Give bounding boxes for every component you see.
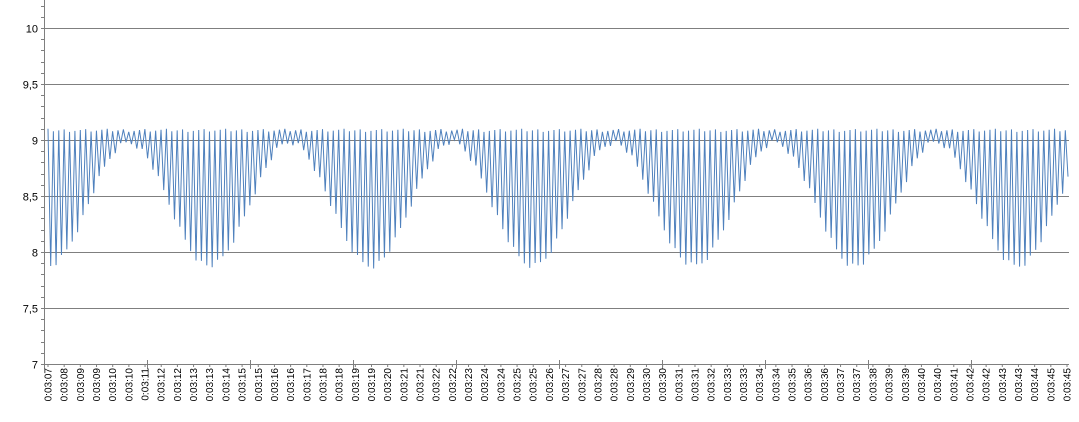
x-tick-label: 0:03:19 — [367, 368, 378, 402]
x-tick-label: 0:03:19 — [351, 368, 362, 402]
x-tick-label: 0:03:45 — [1063, 368, 1074, 402]
x-tick-label: 0:03:17 — [302, 368, 313, 402]
x-tick-label: 0:03:34 — [755, 368, 766, 402]
x-tick-label: 0:03:24 — [480, 368, 491, 402]
x-tick-label: 0:03:16 — [286, 368, 297, 402]
x-tick-label: 0:03:25 — [529, 368, 540, 402]
x-tick-label: 0:03:30 — [642, 368, 653, 402]
x-tick-label: 0:03:28 — [593, 368, 604, 402]
x-tick-label: 0:03:15 — [238, 368, 249, 402]
x-tick-label: 0:03:35 — [788, 368, 799, 402]
x-tick-label: 0:03:32 — [707, 368, 718, 402]
x-tick-label: 0:03:42 — [982, 368, 993, 402]
x-tick-label: 0:03:38 — [868, 368, 879, 402]
x-tick-label: 0:03:39 — [885, 368, 896, 402]
x-tick-label: 0:03:34 — [771, 368, 782, 402]
x-tick-label: 0:03:29 — [626, 368, 637, 402]
x-tick-label: 0:03:33 — [723, 368, 734, 402]
x-tick-label: 0:03:10 — [124, 368, 135, 402]
x-tick-label: 0:03:27 — [561, 368, 572, 402]
x-tick-label: 0:03:36 — [820, 368, 831, 402]
y-tick-label: 8,5 — [23, 192, 38, 204]
x-tick-label: 0:03:24 — [496, 368, 507, 402]
x-tick-label: 0:03:37 — [852, 368, 863, 402]
y-tick-label: 9 — [32, 136, 38, 148]
x-tick-label: 0:03:43 — [998, 368, 1009, 402]
x-tick-label: 0:03:44 — [1030, 368, 1041, 402]
y-tick-label: 10 — [26, 24, 38, 36]
x-tick-label: 0:03:10 — [108, 368, 119, 402]
x-tick-label: 0:03:18 — [335, 368, 346, 402]
x-tick-label: 0:03:40 — [917, 368, 928, 402]
y-tick-label: 7 — [32, 360, 38, 372]
y-tick-label: 7,5 — [23, 304, 38, 316]
x-tick-label: 0:03:23 — [464, 368, 475, 402]
x-tick-label: 0:03:13 — [189, 368, 200, 402]
x-tick-label: 0:03:21 — [416, 368, 427, 402]
x-tick-label: 0:03:41 — [949, 368, 960, 402]
x-tick-label: 0:03:39 — [901, 368, 912, 402]
x-tick-label: 0:03:33 — [739, 368, 750, 402]
x-tick-label: 0:03:21 — [399, 368, 410, 402]
x-tick-label: 0:03:42 — [965, 368, 976, 402]
x-tick-labels: 0:03:07 0:03:08 0:03:09 0:03:09 0:03:10 0:03:… — [44, 368, 1074, 402]
x-tick-label: 0:03:11 — [141, 368, 152, 401]
x-tick-label: 0:03:30 — [658, 368, 669, 402]
y-tick-label: 9,5 — [23, 80, 38, 92]
x-tick-label: 0:03:09 — [92, 368, 103, 402]
x-tick-label: 0:03:08 — [60, 368, 71, 402]
x-tick-label: 0:03:28 — [610, 368, 621, 402]
x-tick-label: 0:03:12 — [157, 368, 168, 402]
x-tick-label: 0:03:07 — [44, 368, 55, 402]
x-tick-label: 0:03:31 — [690, 368, 701, 402]
x-tick-label: 0:03:22 — [448, 368, 459, 402]
x-tick-label: 0:03:13 — [205, 368, 216, 402]
x-tick-label: 0:03:36 — [804, 368, 815, 402]
x-tick-label: 0:03:22 — [432, 368, 443, 402]
series-line — [47, 128, 1069, 269]
x-tick-label: 0:03:27 — [577, 368, 588, 402]
x-tick-label: 0:03:40 — [933, 368, 944, 402]
x-tick-label: 0:03:15 — [254, 368, 265, 402]
y-tick-label: 8 — [32, 248, 38, 260]
x-tick-label: 0:03:45 — [1046, 368, 1057, 402]
x-tick-label: 0:03:31 — [674, 368, 685, 402]
axes — [41, 0, 1069, 369]
x-tick-label: 0:03:43 — [1014, 368, 1025, 402]
x-tick-label: 0:03:12 — [173, 368, 184, 402]
series — [47, 128, 1069, 269]
x-tick-label: 0:03:14 — [221, 368, 232, 402]
x-tick-label: 0:03:18 — [318, 368, 329, 402]
y-tick-labels: 7 7,5 8 8,5 9 9,5 10 — [23, 24, 38, 372]
x-tick-label: 0:03:26 — [545, 368, 556, 402]
x-tick-label: 0:03:16 — [270, 368, 281, 402]
x-tick-label: 0:03:37 — [836, 368, 847, 402]
x-tick-label: 0:03:20 — [383, 368, 394, 402]
x-tick-label: 0:03:25 — [513, 368, 524, 402]
x-tick-label: 0:03:09 — [76, 368, 87, 402]
